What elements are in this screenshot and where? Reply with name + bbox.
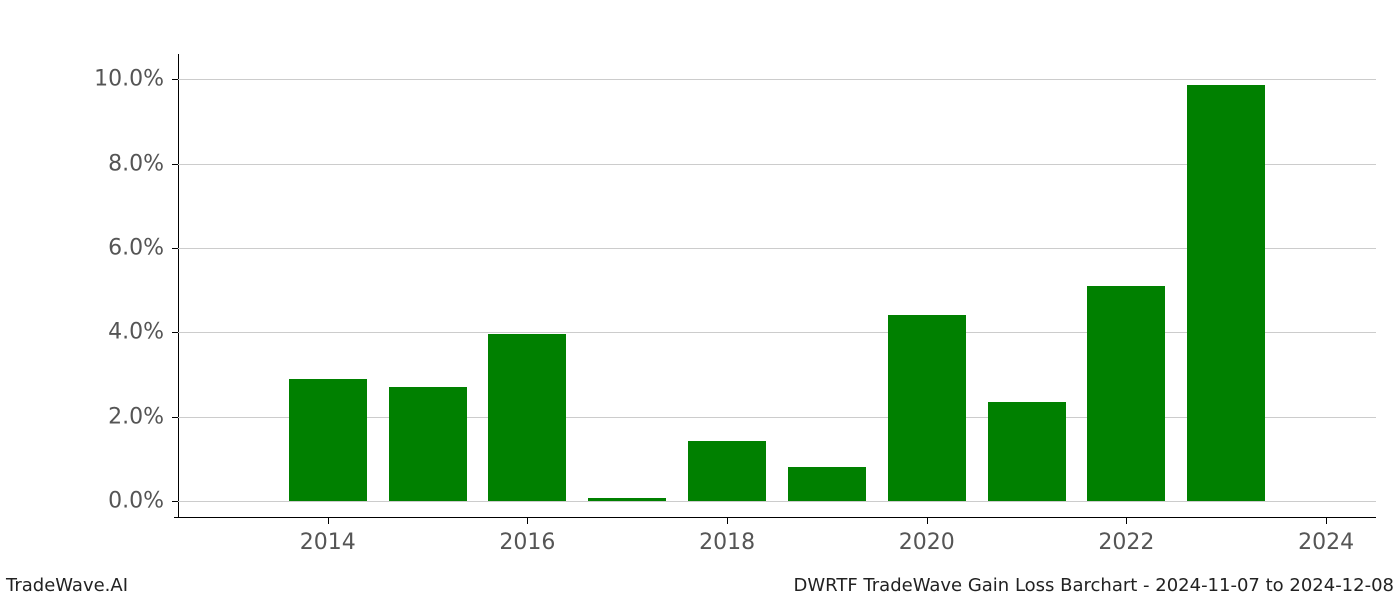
- plot-area: 0.0%2.0%4.0%6.0%8.0%10.0%201420162018202…: [178, 58, 1376, 518]
- x-tick-label: 2024: [1298, 518, 1354, 555]
- bar: [1087, 286, 1165, 501]
- footer-brand: TradeWave.AI: [6, 575, 128, 596]
- bar: [688, 441, 766, 501]
- x-tick-label: 2014: [300, 518, 356, 555]
- bar: [988, 402, 1066, 501]
- y-tick-label: 10.0%: [94, 67, 178, 92]
- bar: [788, 467, 866, 501]
- bar: [1187, 85, 1265, 501]
- chart-container: 0.0% 2.0% 4.0% 6.0% 8.0% 10.0% 2014 2016 2018 202…: [0, 0, 1400, 600]
- x-tick-label: 2020: [899, 518, 955, 555]
- bar: [888, 315, 966, 501]
- x-tick-label: 2016: [499, 518, 555, 555]
- y-tick-label: 6.0%: [108, 235, 178, 260]
- x-tick-label: 2022: [1098, 518, 1154, 555]
- bar: [588, 498, 666, 501]
- y-tick-label: 4.0%: [108, 320, 178, 345]
- bar: [488, 334, 566, 501]
- y-tick-label: 2.0%: [108, 404, 178, 429]
- y-gridline: [178, 501, 1376, 502]
- y-gridline: [178, 79, 1376, 80]
- bar: [389, 387, 467, 501]
- y-tick-label: 8.0%: [108, 151, 178, 176]
- y-tick-label: 0.0%: [108, 489, 178, 514]
- y-axis-spine: [178, 54, 179, 518]
- bar: [289, 379, 367, 501]
- x-tick-label: 2018: [699, 518, 755, 555]
- footer-caption: DWRTF TradeWave Gain Loss Barchart - 202…: [794, 575, 1395, 596]
